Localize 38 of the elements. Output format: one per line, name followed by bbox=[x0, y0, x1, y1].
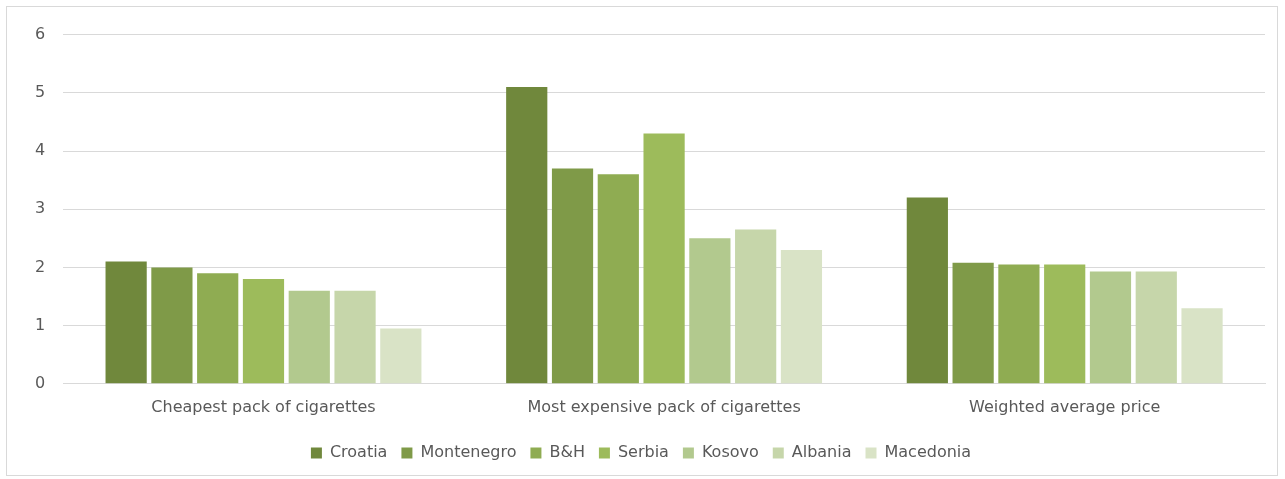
legend-label: Albania bbox=[791, 442, 852, 462]
bar bbox=[242, 279, 285, 384]
bar bbox=[689, 238, 731, 384]
y-tick-label: 4 bbox=[34, 140, 46, 160]
bar bbox=[380, 328, 422, 384]
bar bbox=[197, 273, 239, 384]
legend-label: Serbia bbox=[617, 442, 669, 462]
bar bbox=[952, 262, 994, 384]
bar bbox=[998, 264, 1040, 384]
bar bbox=[1135, 271, 1177, 384]
bar bbox=[597, 174, 639, 384]
x-tick-label: Cheapest pack of cigarettes bbox=[151, 396, 376, 416]
bar bbox=[506, 86, 548, 384]
bar bbox=[551, 168, 594, 384]
bar bbox=[151, 267, 193, 384]
bar bbox=[288, 290, 330, 384]
bar bbox=[906, 197, 948, 384]
y-tick-label: 0 bbox=[34, 372, 46, 392]
legend-label: Croatia bbox=[329, 442, 388, 462]
bar bbox=[334, 290, 376, 384]
y-tick-label: 6 bbox=[34, 23, 46, 43]
y-tick-label: 2 bbox=[34, 256, 46, 276]
y-tick-label: 1 bbox=[34, 314, 46, 334]
y-tick-label: 3 bbox=[34, 198, 46, 218]
x-tick-label: Most expensive pack of cigarettes bbox=[527, 396, 801, 416]
legend-label: Kosovo bbox=[701, 442, 759, 462]
legend-label: Montenegro bbox=[420, 442, 517, 462]
x-tick-label: Weighted average price bbox=[969, 396, 1161, 416]
bar bbox=[735, 229, 777, 384]
bar bbox=[1181, 308, 1223, 384]
bar bbox=[643, 133, 685, 384]
legend-label: B&H bbox=[549, 442, 585, 462]
y-tick-label: 5 bbox=[34, 81, 46, 101]
bar bbox=[780, 249, 823, 384]
legend-label: Macedonia bbox=[884, 442, 972, 462]
bar bbox=[105, 261, 147, 384]
bar bbox=[1044, 264, 1086, 384]
bar bbox=[1089, 271, 1132, 384]
